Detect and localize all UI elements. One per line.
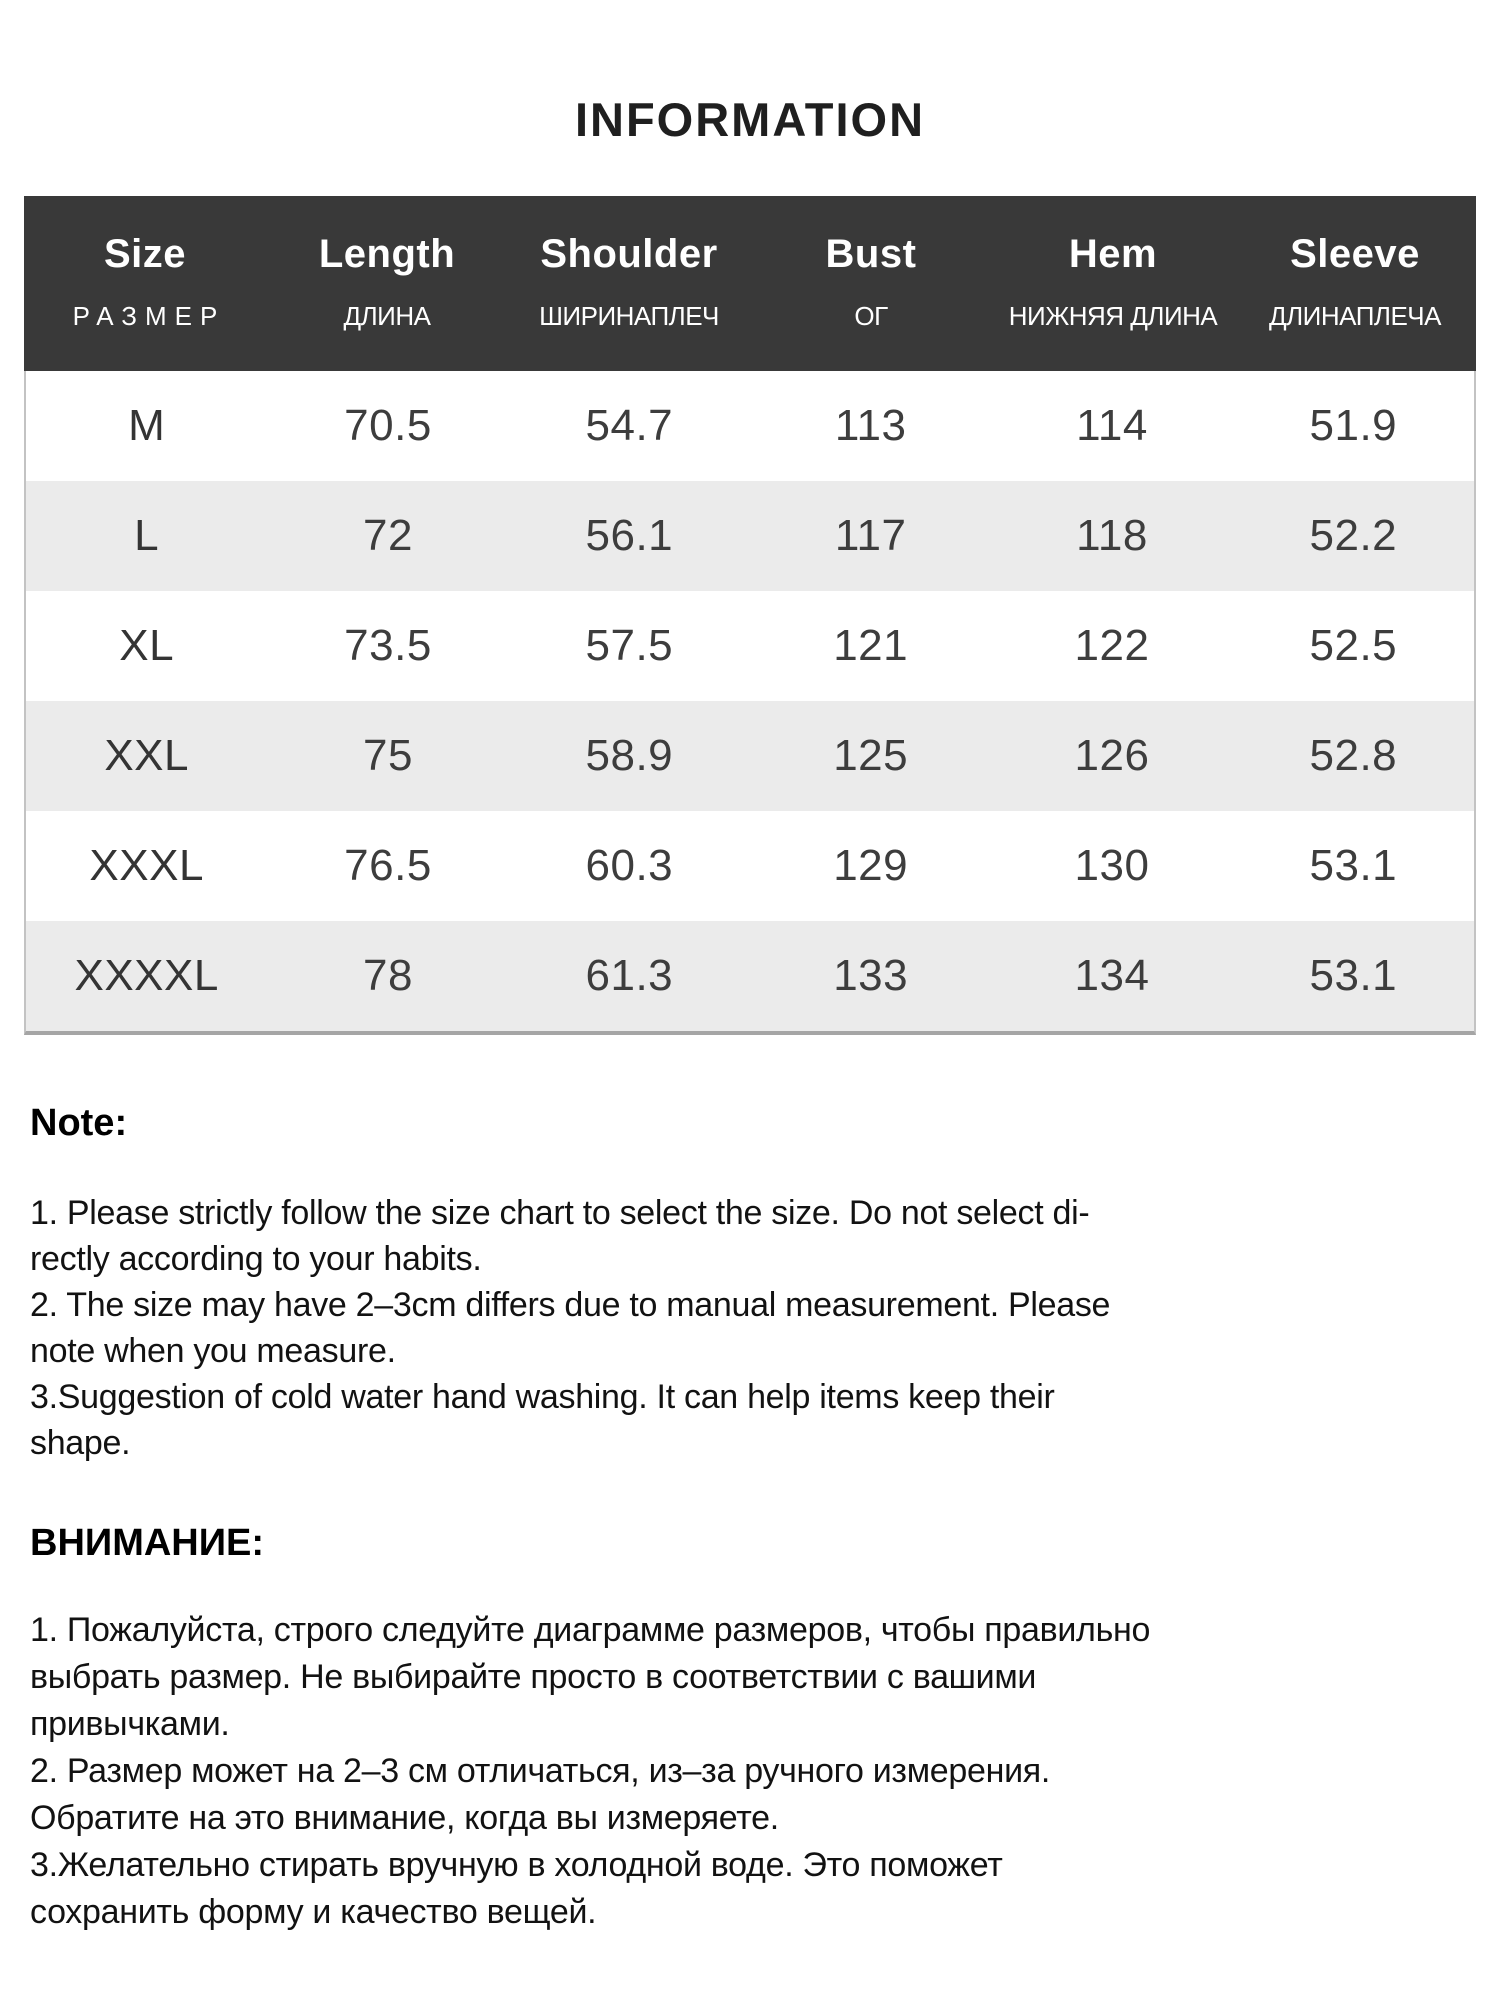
- table-row-xxxl: XXXL 76.5 60.3 129 130 53.1: [26, 811, 1474, 921]
- column-label-ru: ОГ: [854, 301, 888, 331]
- column-label-en: Length: [318, 232, 456, 276]
- cell-size: XXXL: [89, 841, 204, 890]
- cell-bust: 113: [834, 401, 907, 450]
- cell-size: XXXXL: [74, 951, 219, 1000]
- column-header-bust: Bust ОГ: [750, 196, 992, 371]
- column-label-ru: ДЛИНА: [343, 301, 431, 331]
- cell-hem: 126: [1074, 731, 1150, 780]
- attention-section: ВНИМАНИЕ: 1. Пожалуйста, строго следуйте…: [30, 1521, 1470, 1936]
- cell-length: 76.5: [344, 841, 432, 890]
- cell-hem: 114: [1076, 401, 1148, 450]
- column-label-ru: НИЖНЯЯ ДЛИНА: [1008, 301, 1218, 331]
- attention-heading: ВНИМАНИЕ:: [30, 1522, 265, 1564]
- cell-bust: 129: [833, 841, 909, 890]
- cell-size: M: [128, 401, 166, 450]
- column-header-hem: Hem НИЖНЯЯ ДЛИНА: [992, 196, 1234, 371]
- table-row-xl: XL 73.5 57.5 121 122 52.5: [26, 591, 1474, 701]
- column-label-ru: ШИРИНАПЛЕЧ: [539, 301, 719, 331]
- note-heading: Note:: [30, 1102, 128, 1144]
- column-label-ru: ДЛИНАПЛЕЧА: [1269, 301, 1441, 331]
- table-header-row: Size РАЗМЕР Length ДЛИНА Shoulder ШИРИНА…: [24, 196, 1476, 371]
- cell-shoulder: 54.7: [585, 401, 674, 450]
- cell-size: L: [134, 511, 160, 560]
- cell-length: 70.5: [344, 401, 432, 450]
- table-row-xxl: XXL 75 58.9 125 126 52.8: [26, 701, 1474, 811]
- cell-sleeve: 52.2: [1309, 511, 1398, 560]
- cell-shoulder: 61.3: [585, 951, 674, 1000]
- note-text-block: 1. Please strictly follow the size chart…: [30, 1190, 1470, 1466]
- column-label-en: Size: [103, 232, 187, 276]
- cell-hem: 122: [1074, 621, 1150, 670]
- cell-hem: 130: [1074, 841, 1150, 890]
- column-header-length: Length ДЛИНА: [266, 196, 508, 371]
- cell-sleeve: 52.8: [1309, 731, 1398, 780]
- attention-text-block: 1. Пожалуйста, строго следуйте диаграмме…: [30, 1607, 1470, 1936]
- table-row-m: M 70.5 54.7 113 114 51.9: [26, 371, 1474, 481]
- attention-item-1: 1. Пожалуйста, строго следуйте диаграмме…: [30, 1611, 1151, 1743]
- cell-size: XXL: [104, 731, 189, 780]
- cell-sleeve: 52.5: [1309, 621, 1398, 670]
- cell-sleeve: 53.1: [1309, 841, 1398, 890]
- note-item-1: 1. Please strictly follow the size chart…: [30, 1194, 1090, 1278]
- cell-shoulder: 57.5: [585, 621, 674, 670]
- table-body: M 70.5 54.7 113 114 51.9 L 72 56.1 117 1…: [24, 371, 1476, 1035]
- column-label-en: Hem: [1068, 232, 1158, 276]
- size-chart-table: Size РАЗМЕР Length ДЛИНА Shoulder ШИРИНА…: [24, 196, 1476, 1035]
- cell-hem: 134: [1074, 951, 1150, 1000]
- table-row-xxxxl: XXXXL 78 61.3 133 134 53.1: [26, 921, 1474, 1031]
- table-row-l: L 72 56.1 117 118 52.2: [26, 481, 1474, 591]
- cell-bust: 125: [833, 731, 909, 780]
- cell-bust: 133: [833, 951, 909, 1000]
- cell-length: 72: [363, 511, 413, 560]
- column-label-en: Sleeve: [1290, 232, 1420, 276]
- cell-size: XL: [119, 621, 175, 670]
- cell-sleeve: 53.1: [1309, 951, 1398, 1000]
- cell-bust: 117: [834, 511, 907, 560]
- note-item-3: 3.Suggestion of cold water hand washing.…: [30, 1378, 1055, 1462]
- cell-length: 78: [363, 951, 413, 1000]
- cell-length: 73.5: [344, 621, 432, 670]
- cell-shoulder: 58.9: [585, 731, 674, 780]
- column-header-sleeve: Sleeve ДЛИНАПЛЕЧА: [1234, 196, 1476, 371]
- cell-bust: 121: [833, 621, 909, 670]
- column-label-ru: РАЗМЕР: [72, 301, 226, 331]
- column-label-en: Shoulder: [540, 232, 718, 276]
- column-header-shoulder: Shoulder ШИРИНАПЛЕЧ: [508, 196, 750, 371]
- cell-shoulder: 60.3: [585, 841, 674, 890]
- attention-item-2: 2. Размер может на 2–3 см отличаться, из…: [30, 1752, 1051, 1837]
- page-title: INFORMATION: [574, 93, 926, 146]
- column-label-en: Bust: [825, 232, 917, 276]
- cell-length: 75: [363, 731, 413, 780]
- note-item-2: 2. The size may have 2–3cm differs due t…: [30, 1286, 1111, 1370]
- cell-shoulder: 56.1: [585, 511, 674, 560]
- attention-item-3: 3.Желательно стирать вручную в холодной …: [30, 1846, 1003, 1931]
- column-header-size: Size РАЗМЕР: [24, 196, 266, 371]
- cell-hem: 118: [1076, 511, 1148, 560]
- cell-sleeve: 51.9: [1309, 401, 1398, 450]
- note-section: Note: 1. Please strictly follow the size…: [30, 1101, 1470, 1466]
